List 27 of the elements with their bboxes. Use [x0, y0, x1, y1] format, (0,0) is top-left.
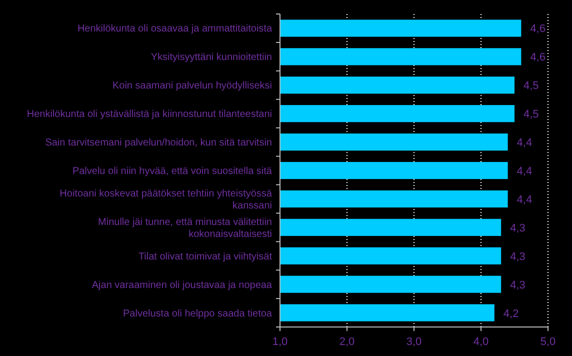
y-tick-label: Tilat olivat toimivat ja viihtyisät	[138, 251, 272, 262]
y-tick-label: Henkilökunta oli ystävällistä ja kiinnostunut tilanteestani	[26, 109, 272, 120]
y-tick-label: Yksityisyyttäni kunnioitettiin	[150, 52, 272, 64]
x-tick-label: 2,0	[339, 336, 355, 348]
data-label: 4,3	[510, 250, 526, 263]
y-tick-label: Palvelusta oli helppo saada tietoa	[123, 308, 272, 320]
data-label: 4,5	[524, 108, 539, 121]
data-label: 4,6	[530, 52, 546, 64]
x-tick-label: 1,0	[272, 336, 288, 348]
data-label: 4,3	[510, 279, 526, 292]
y-tick-label: Hoitoani koskevat päätökset tehtiin yhteistyössä kanssani	[60, 188, 272, 212]
data-label: 4,3	[510, 222, 526, 234]
y-tick-label: Minulle jäi tunne, että minusta välitettiin kokonaisvaltaisesti	[98, 216, 272, 240]
data-label: 4,4	[516, 194, 532, 206]
y-tick-label: Koin saamani palvelun hyödylliseksi	[112, 80, 272, 92]
data-label: 4,4	[516, 137, 532, 150]
x-tick-label: 5,0	[540, 336, 556, 348]
y-tick-label: Sain tarvitsemani palvelun/hoidon, kun sitä tarvitsin	[45, 138, 272, 149]
y-tick-label: Henkilökunta oli osaavaa ja ammattitaitoista	[77, 24, 272, 35]
x-tick-label: 3,0	[406, 336, 422, 348]
x-tick-label: 4,0	[473, 336, 489, 348]
data-label: 4,4	[516, 166, 532, 178]
y-tick-label: Palvelu oli niin hyvää, että voin suositella sitä	[72, 166, 272, 177]
data-label: 4,2	[503, 308, 519, 320]
data-label: 4,6	[530, 23, 546, 36]
y-tick-label: Ajan varaaminen oli joustavaa ja nopeaa	[92, 280, 272, 291]
data-label: 4,5	[524, 80, 539, 92]
